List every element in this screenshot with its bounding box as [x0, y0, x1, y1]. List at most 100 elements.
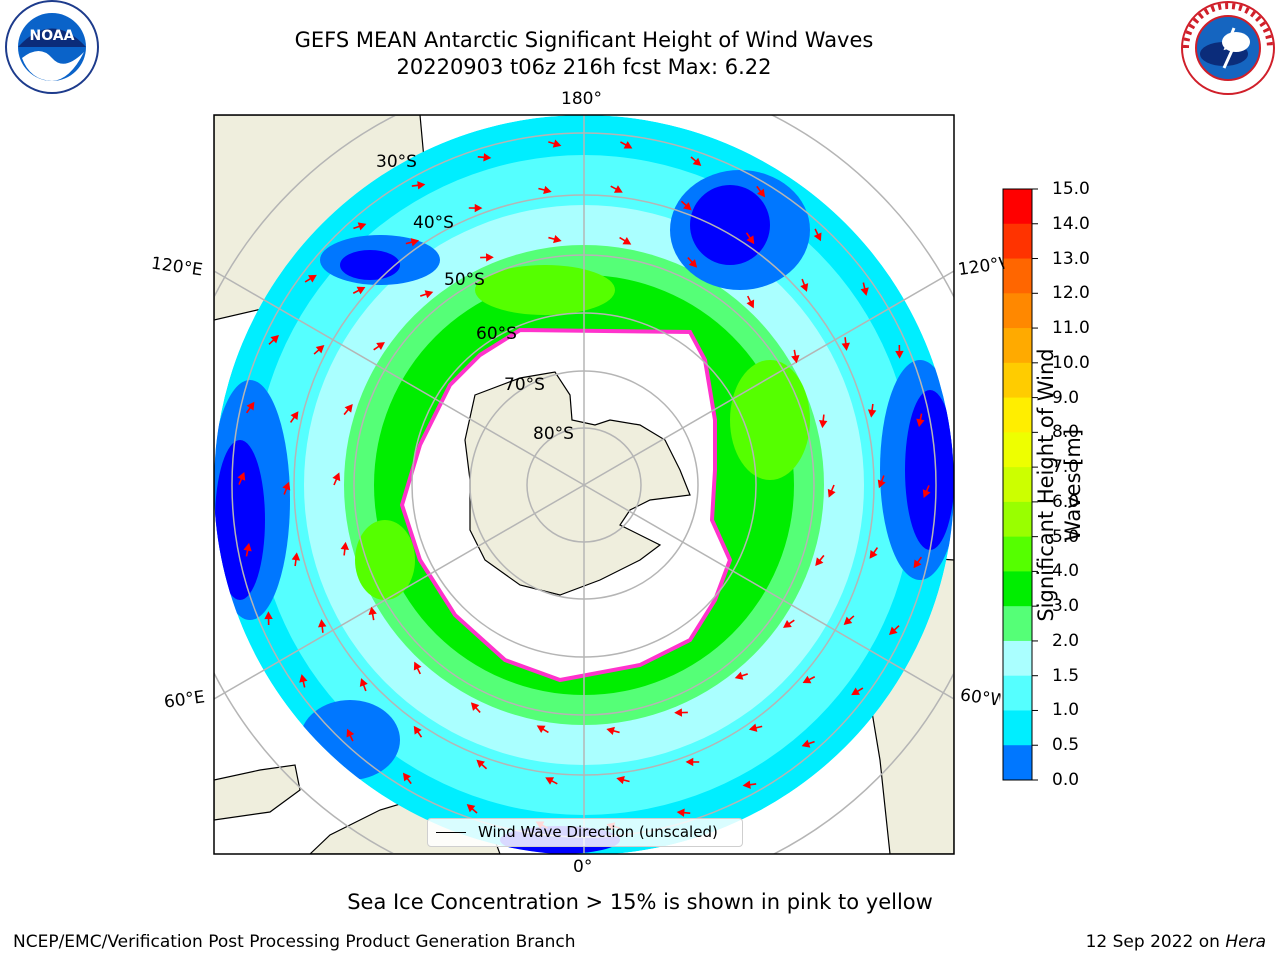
lat-label-80s: 80°S [533, 424, 574, 444]
wave-arrow-head [895, 350, 904, 359]
colorbar-tick-label: 12.0 [1052, 283, 1090, 304]
wave-arrow-head [417, 181, 426, 190]
wave-arrow-head [553, 234, 562, 244]
wave-arrow-head [413, 725, 422, 735]
wave-arrow-head [318, 619, 327, 628]
wave-arrow-head [359, 678, 368, 687]
lat-label-50s: 50°S [444, 270, 485, 290]
wave-arrow-head [308, 274, 317, 283]
colorbar-tick-label: 6.0 [1052, 491, 1080, 512]
legend-label: Wind Wave Direction (unscaled) [478, 823, 718, 841]
colorbar-tick-label: 8.0 [1052, 422, 1080, 443]
wave-arrow-head [243, 542, 252, 552]
colorbar-label: Significant Height of Wind Waves [m] [1034, 348, 1085, 622]
wave-arrow-head [742, 780, 751, 789]
colorbar-segment [1003, 536, 1032, 572]
wave-arrow-head [264, 611, 273, 620]
wave-arrow-head [246, 401, 255, 411]
wave-arrow-head [916, 418, 925, 428]
wave-arrow-head [877, 479, 886, 489]
wave-arrow-head [291, 552, 301, 561]
wave-arrow-head [613, 185, 623, 193]
wave-arrow-head [827, 488, 836, 498]
colorbar-segment [1003, 675, 1032, 711]
wave-arrow-head [476, 759, 485, 768]
wave-arrow-head [545, 777, 555, 785]
colorbar-tick-label: 1.0 [1052, 700, 1080, 721]
wave-arrow-head [340, 541, 350, 551]
colorbar-tick-label: 11.0 [1052, 318, 1090, 339]
wave-arrow-head [801, 739, 811, 748]
wave-arrow-head [616, 775, 625, 785]
wave-arrow-head [474, 203, 483, 213]
footer-date-text: 12 Sep 2022 on [1085, 932, 1226, 952]
wave-arrow-head [315, 345, 325, 354]
noaa-logo-text: NOAA [30, 28, 75, 44]
wave-arrow-head [402, 772, 411, 782]
wave-arrow-head [299, 674, 308, 683]
wave-arrow-head [841, 342, 850, 351]
colorbar-tick-label: 1.5 [1052, 665, 1080, 686]
wave-arrow-head [376, 342, 385, 350]
footer-credit: NCEP/EMC/Verification Post Processing Pr… [13, 932, 576, 952]
wave-arrow-head [746, 299, 755, 309]
wave-arrow-head [746, 235, 755, 245]
colorbar-tick-label: 0.5 [1052, 735, 1080, 756]
wave-arrow-head [290, 411, 299, 421]
map-legend: Wind Wave Direction (unscaled) [427, 818, 743, 847]
colorbar-segment [1003, 432, 1032, 468]
wave-arrow-head [685, 757, 694, 767]
wave-arrow-head [368, 606, 377, 616]
colorbar-segment [1003, 223, 1032, 260]
colorbar-tick-label: 7.0 [1052, 457, 1080, 478]
wave-arrow-head [357, 222, 367, 231]
lon-label-0: 0° [573, 857, 593, 877]
colorbar-segment [1003, 189, 1032, 225]
colorbar-tick-label: 3.0 [1052, 596, 1080, 617]
wave-arrow-head [688, 259, 698, 268]
colorbar-segment [1003, 293, 1032, 329]
wave-arrow-head [818, 419, 828, 429]
wave-arrow-head [536, 725, 546, 734]
wave-arrow-head [424, 290, 434, 299]
wave-arrow-head [623, 141, 633, 149]
wave-arrow-head [410, 238, 420, 247]
land-africa [214, 764, 301, 821]
wave-arrow-head [237, 472, 246, 481]
wave-arrow-head [783, 620, 792, 628]
wave-arrow-head [800, 283, 809, 292]
sea-ice-note: Sea Ice Concentration > 15% is shown in … [347, 890, 933, 914]
colorbar-segment [1003, 501, 1032, 538]
wave-arrow-head [791, 354, 800, 364]
colorbar-tick-label: 4.0 [1052, 561, 1080, 582]
wave-arrow-head [282, 481, 291, 491]
colorbar-tick-label: 10.0 [1052, 352, 1090, 373]
lat-label-60s: 60°S [476, 324, 517, 344]
wave-arrow-head [676, 808, 685, 817]
colorbar-segment [1003, 328, 1032, 364]
land-antarctica [464, 371, 691, 596]
nws-logo [1181, 1, 1275, 95]
wave-arrow-head [860, 287, 869, 296]
colorbar-tick-label: 0.0 [1052, 770, 1080, 790]
colorbar-tick-label: 9.0 [1052, 387, 1080, 408]
wave-arrow-head [483, 153, 492, 162]
wave-arrow-head [346, 728, 355, 738]
colorbar-segment [1003, 606, 1032, 642]
wave-arrow-head [843, 616, 853, 625]
wave-arrow-head [543, 185, 552, 195]
legend-line-icon [436, 832, 466, 833]
wave-arrow-head [356, 286, 366, 295]
wave-arrow-head [922, 489, 931, 498]
wave-arrow-head [466, 804, 476, 813]
wave-arrow-head [869, 549, 878, 559]
lat-label-30s: 30°S [376, 152, 417, 172]
colorbar-segment [1003, 745, 1032, 781]
wave-arrow-head [815, 557, 824, 567]
colorbar-segment [1003, 640, 1032, 677]
colorbar [1003, 188, 1038, 781]
chart-subtitle: 20220903 t06z 216h fcst Max: 6.22 [396, 55, 772, 79]
wave-arrow-head [913, 559, 922, 569]
colorbar-segment [1003, 397, 1032, 433]
